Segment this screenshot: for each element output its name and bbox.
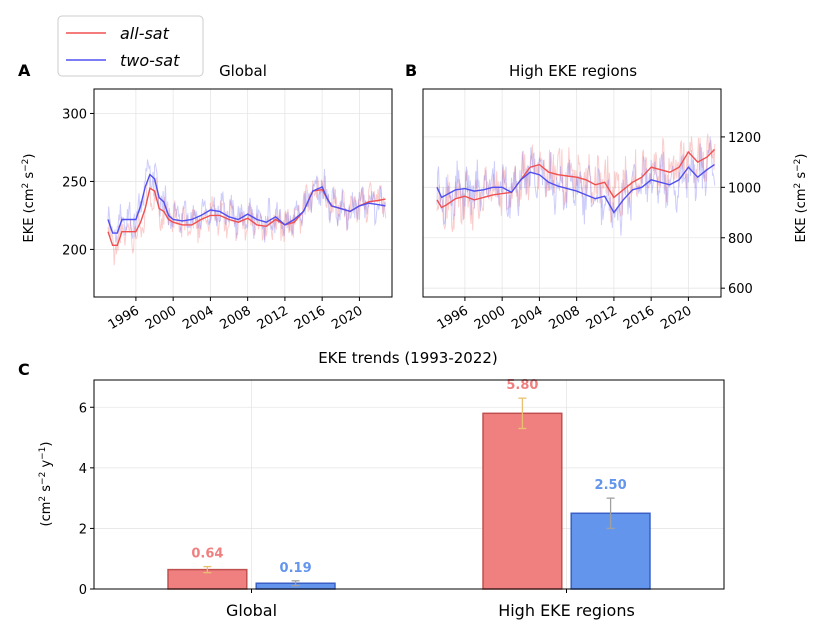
- y-tick-label: 250: [62, 175, 87, 190]
- legend: all-sat two-sat: [57, 15, 204, 77]
- x-tick-label: 2008: [546, 303, 582, 333]
- panel-b-frame: [422, 88, 722, 298]
- y-tick-label: 0: [79, 583, 87, 598]
- x-tick-label: 1996: [106, 303, 142, 333]
- panel-b-title: High EKE regions: [509, 62, 637, 80]
- y-tick-label: 1000: [728, 181, 761, 196]
- panel-a-frame: [93, 88, 393, 298]
- y-tick-label: 300: [62, 107, 87, 122]
- x-tick-label: 1996: [435, 303, 471, 333]
- panel-c-ylabel: (cm2 s−2 y−1): [38, 442, 54, 527]
- panel-c-title: EKE trends (1993-2022): [318, 349, 498, 367]
- legend-label-two-sat: two-sat: [120, 51, 180, 70]
- panel-a-title: Global: [219, 62, 267, 80]
- panel-label-c: C: [18, 360, 30, 379]
- x-tick-label: 2016: [621, 303, 657, 333]
- panel-c: C EKE trends (1993-2022) (cm2 s−2 y−1) 0…: [18, 349, 725, 620]
- bar-value-label: 0.64: [191, 547, 223, 562]
- legend-box: [57, 15, 204, 77]
- series-line-two-sat: [107, 173, 386, 234]
- x-tick-label: 2020: [658, 303, 694, 333]
- x-tick-label: 2004: [509, 303, 545, 333]
- x-tick-label: 2016: [292, 303, 328, 333]
- panel-c-frame: [93, 379, 725, 590]
- x-tick-label: 2012: [584, 303, 620, 333]
- category-label: Global: [226, 601, 277, 620]
- x-tick-label: 2000: [143, 303, 179, 333]
- legend-label-all-sat: all-sat: [120, 24, 170, 43]
- panel-a-ylabel: EKE (cm2 s−2): [21, 154, 37, 243]
- bar-all-sat: [482, 412, 563, 590]
- series-variability-two-sat: [107, 159, 387, 243]
- y-tick-label: 200: [62, 243, 87, 258]
- bar-value-label: 2.50: [595, 478, 627, 493]
- x-tick-label: 2000: [472, 303, 508, 333]
- panel-b: B High EKE regions EKE (cm2 s−2) 1996 200…: [405, 61, 809, 333]
- bar-value-label: 5.80: [506, 378, 538, 393]
- y-tick-label: 800: [728, 232, 753, 247]
- y-tick-label: 2: [79, 522, 87, 537]
- panel-a: A Global EKE (cm2 s−2) 1996 2000 2004 2008 2…: [18, 61, 393, 333]
- x-tick-label: 2020: [329, 303, 365, 333]
- y-tick-label: 4: [79, 462, 87, 477]
- panel-label-a: A: [18, 61, 31, 80]
- series-variability-two-sat: [436, 136, 716, 236]
- panel-label-b: B: [405, 61, 417, 80]
- x-tick-label: 2012: [255, 303, 291, 333]
- series-line-two-sat: [436, 164, 715, 214]
- series-variability-all-sat: [107, 173, 387, 266]
- y-tick-label: 6: [79, 401, 87, 416]
- bar-value-label: 0.19: [280, 561, 312, 576]
- series-variability-all-sat: [436, 133, 716, 232]
- y-tick-label: 1200: [728, 131, 761, 146]
- category-label: High EKE regions: [498, 601, 635, 620]
- x-tick-label: 2004: [180, 303, 216, 333]
- x-tick-label: 2008: [217, 303, 253, 333]
- panel-b-ylabel: EKE (cm2 s−2): [793, 154, 809, 243]
- y-tick-label: 600: [728, 282, 753, 297]
- series-line-all-sat: [436, 149, 715, 209]
